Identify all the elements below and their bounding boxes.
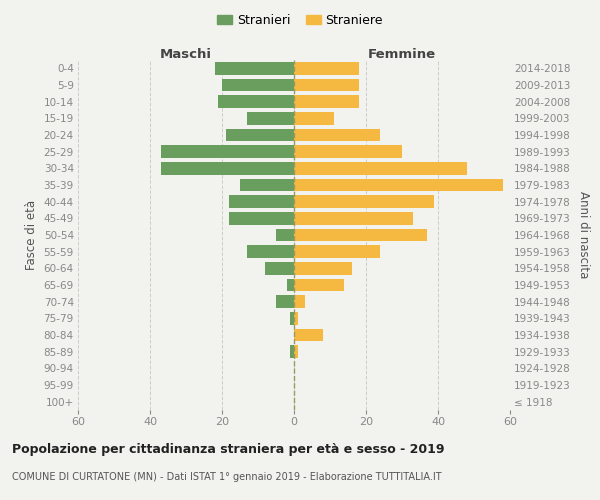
Text: Maschi: Maschi (160, 48, 212, 61)
Bar (294, 196, 434, 208)
Bar (294, 229, 427, 241)
Bar (294, 79, 359, 92)
Bar (294, 329, 323, 341)
Bar (222, 79, 294, 92)
Bar (247, 112, 294, 124)
Bar (247, 246, 294, 258)
Bar (161, 162, 294, 174)
Text: Popolazione per cittadinanza straniera per età e sesso - 2019: Popolazione per cittadinanza straniera p… (12, 442, 445, 456)
Bar (218, 96, 294, 108)
Bar (226, 129, 294, 141)
Bar (294, 146, 402, 158)
Text: Femmine: Femmine (368, 48, 436, 61)
Bar (294, 162, 467, 174)
Bar (294, 212, 413, 224)
Bar (229, 196, 294, 208)
Bar (294, 62, 359, 74)
Legend: Stranieri, Straniere: Stranieri, Straniere (212, 8, 388, 32)
Y-axis label: Fasce di età: Fasce di età (25, 200, 38, 270)
Bar (276, 229, 294, 241)
Bar (294, 312, 298, 324)
Bar (294, 262, 352, 274)
Bar (290, 346, 294, 358)
Y-axis label: Anni di nascita: Anni di nascita (577, 192, 590, 278)
Bar (294, 279, 344, 291)
Bar (294, 296, 305, 308)
Bar (290, 312, 294, 324)
Bar (161, 146, 294, 158)
Bar (294, 112, 334, 124)
Bar (240, 179, 294, 192)
Bar (294, 179, 503, 192)
Text: COMUNE DI CURTATONE (MN) - Dati ISTAT 1° gennaio 2019 - Elaborazione TUTTITALIA.: COMUNE DI CURTATONE (MN) - Dati ISTAT 1°… (12, 472, 442, 482)
Bar (287, 279, 294, 291)
Bar (276, 296, 294, 308)
Bar (294, 346, 298, 358)
Bar (215, 62, 294, 74)
Bar (229, 212, 294, 224)
Bar (265, 262, 294, 274)
Bar (294, 246, 380, 258)
Bar (294, 129, 380, 141)
Bar (294, 96, 359, 108)
